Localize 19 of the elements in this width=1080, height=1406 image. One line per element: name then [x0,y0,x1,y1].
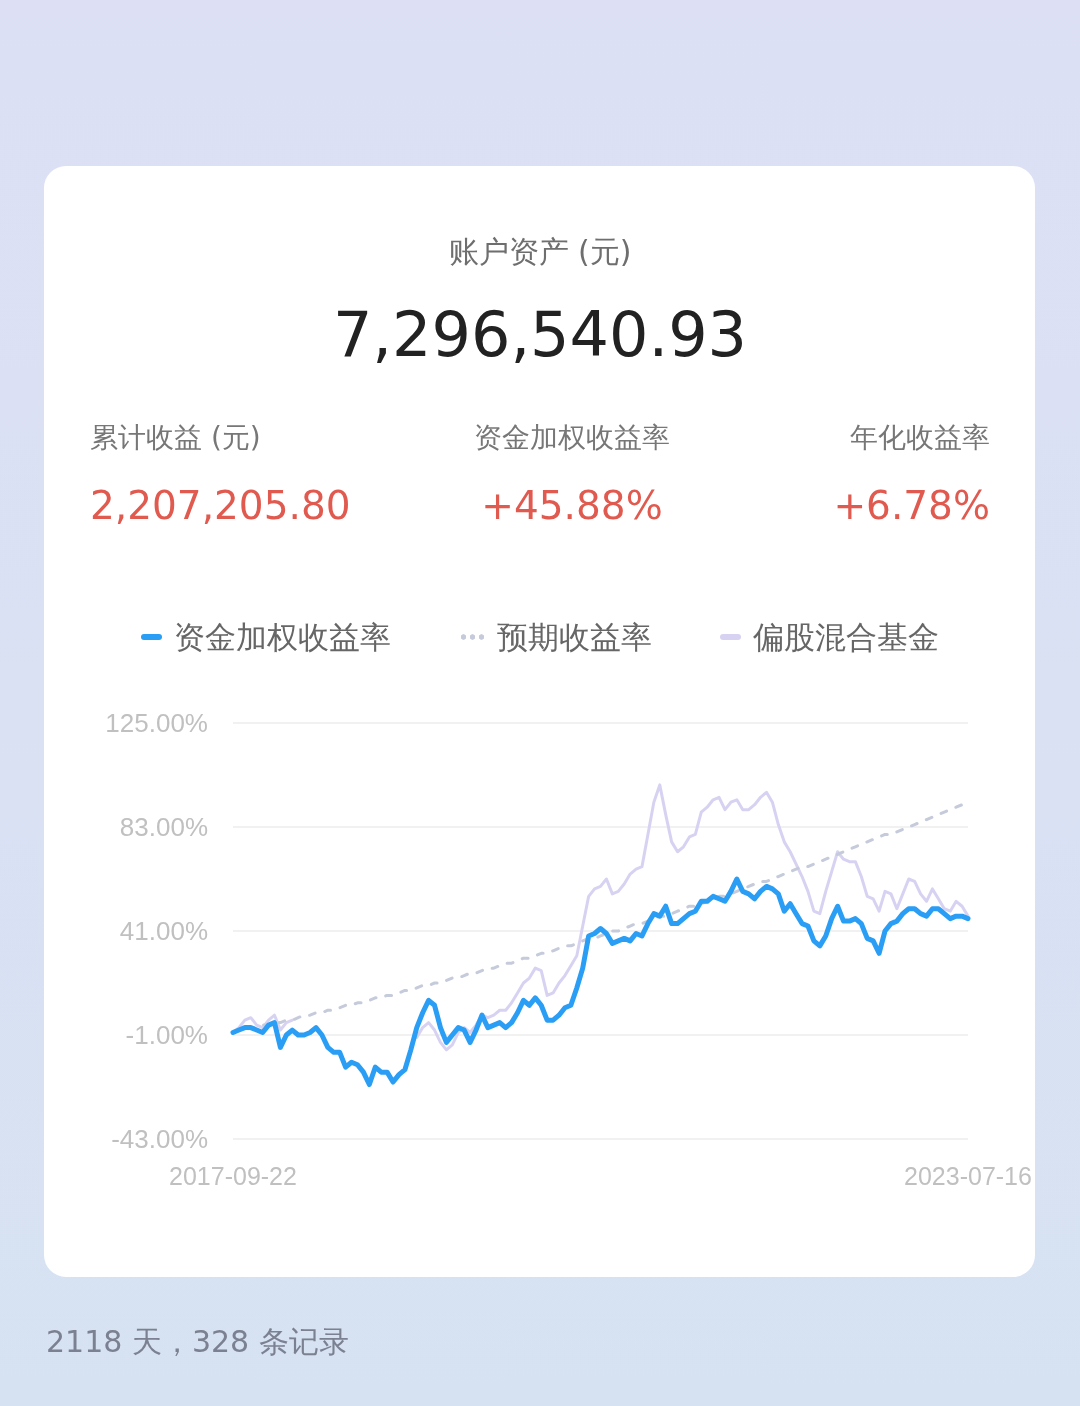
text: 2118 天，328 条记录 [46,1324,349,1359]
y-tick-label: -43.00% [111,1124,208,1155]
legend-label: 预期收益率 [497,618,652,657]
y-tick-label: 125.00% [105,708,208,739]
y-tick-label: 41.00% [119,916,208,947]
chart-subtitle: 7,296,540.93 [332,298,748,371]
x-tick-label: 2017-09-22 [169,1161,297,1190]
text: 资金加权收益率 [474,421,670,454]
text: 年化收益率 [850,421,990,454]
y-tick-label: -1.00% [125,1020,208,1051]
chart-title: 账户资产 (元) [448,234,632,269]
legend-label: 偏股混合基金 [753,618,939,657]
text: 累计收益 (元) [90,421,261,454]
text: +6.78% [833,483,990,528]
y-tick-label: 83.00% [119,812,208,843]
legend-label: 资金加权收益率 [174,618,391,657]
x-tick-label: 2023-07-16 [904,1161,1032,1190]
text: +45.88% [481,483,663,528]
text: 2,207,205.80 [90,483,351,528]
